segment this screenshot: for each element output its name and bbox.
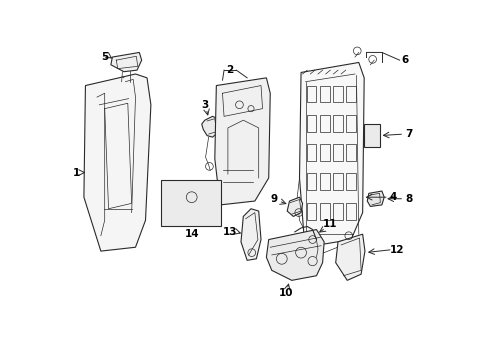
Bar [306, 173, 316, 190]
Text: 11: 11 [323, 219, 337, 229]
Bar [333, 173, 342, 190]
Bar [306, 115, 316, 132]
Text: 5: 5 [101, 52, 108, 62]
Bar [320, 115, 329, 132]
Text: 2: 2 [226, 65, 233, 75]
Bar [364, 124, 379, 147]
Bar [306, 86, 316, 103]
Polygon shape [266, 230, 324, 280]
Text: 14: 14 [184, 229, 199, 239]
Bar [320, 86, 329, 103]
Polygon shape [202, 116, 220, 137]
Bar [161, 180, 221, 226]
Bar [346, 144, 355, 161]
Text: 6: 6 [401, 55, 408, 65]
Polygon shape [214, 78, 270, 205]
Text: 7: 7 [405, 129, 412, 139]
Bar [306, 144, 316, 161]
Text: 3: 3 [201, 100, 208, 110]
Bar [333, 203, 342, 220]
Polygon shape [335, 234, 364, 280]
Polygon shape [299, 62, 364, 247]
Bar [306, 203, 316, 220]
Bar [346, 86, 355, 103]
Text: 10: 10 [278, 288, 292, 298]
Bar [320, 173, 329, 190]
Text: 8: 8 [405, 194, 412, 204]
Polygon shape [241, 209, 261, 260]
Polygon shape [286, 197, 302, 216]
Polygon shape [111, 53, 142, 72]
Polygon shape [84, 74, 151, 251]
Bar [320, 144, 329, 161]
Polygon shape [366, 191, 384, 206]
Text: 4: 4 [389, 192, 396, 202]
Text: 1: 1 [72, 167, 80, 177]
Bar [320, 203, 329, 220]
Bar [346, 115, 355, 132]
Bar [333, 115, 342, 132]
Bar [346, 203, 355, 220]
Text: 12: 12 [389, 244, 404, 255]
Bar [333, 86, 342, 103]
Text: 13: 13 [223, 227, 237, 237]
Bar [346, 173, 355, 190]
Text: 9: 9 [270, 194, 277, 204]
Bar [333, 144, 342, 161]
